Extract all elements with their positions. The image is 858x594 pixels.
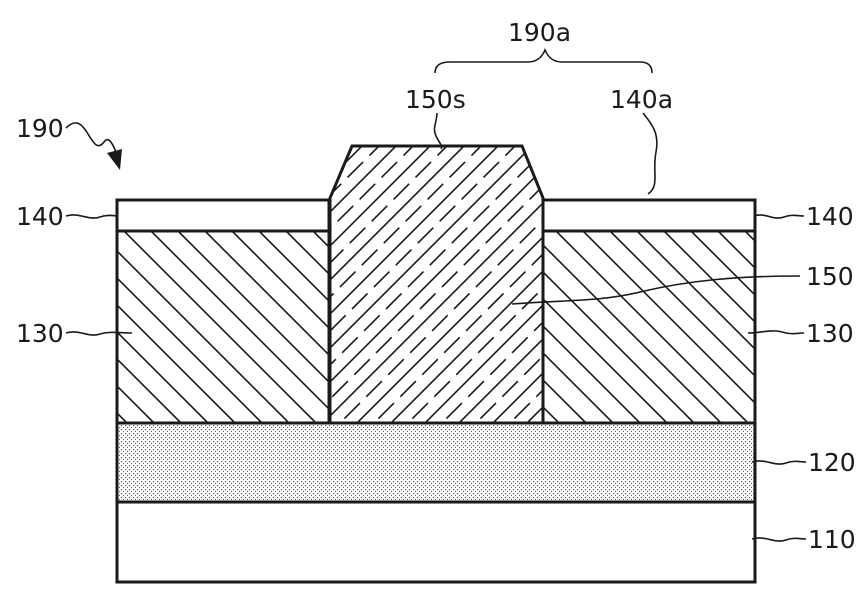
leader-140a: [643, 113, 657, 194]
layer-130-left: [117, 231, 329, 423]
label-140-right: 140: [806, 202, 854, 231]
label-130-left: 130: [16, 319, 64, 348]
leader-140-right: [754, 215, 804, 218]
label-130-right: 130: [806, 319, 854, 348]
hatch-line: [367, 231, 559, 423]
label-150: 150: [806, 262, 854, 291]
label-150s: 150s: [405, 85, 466, 114]
leader-120: [752, 461, 806, 464]
brace-190a: [435, 50, 652, 73]
hatch-line: [537, 140, 827, 430]
hatch-line: [78, 140, 368, 430]
leader-190-arrowhead: [107, 149, 122, 170]
hatch-line: [313, 231, 505, 423]
hatch-line: [10, 140, 300, 430]
layer-140-right: [543, 200, 755, 231]
leader-140-left: [66, 215, 118, 218]
label-120: 120: [808, 448, 856, 477]
layer-140-left: [117, 200, 329, 231]
structure-150-pillar: [330, 146, 543, 423]
label-140a: 140a: [610, 85, 673, 114]
layer-130-right: [543, 231, 755, 423]
label-140-left: 140: [16, 202, 64, 231]
leader-190: [66, 123, 116, 152]
hatch-line: [503, 140, 793, 430]
label-110: 110: [808, 525, 856, 554]
layer-120-stippled: [117, 423, 755, 502]
leader-150s: [434, 113, 441, 149]
leader-130-left: [66, 332, 132, 335]
label-190: 190: [16, 114, 64, 143]
hatch-line: [44, 140, 334, 430]
leader-110: [752, 538, 806, 541]
hatch-line: [554, 140, 844, 430]
leader-150: [512, 276, 800, 304]
layer-130-hatch: [0, 231, 858, 423]
label-190a: 190a: [508, 18, 571, 47]
layer-110-substrate: [117, 502, 755, 582]
